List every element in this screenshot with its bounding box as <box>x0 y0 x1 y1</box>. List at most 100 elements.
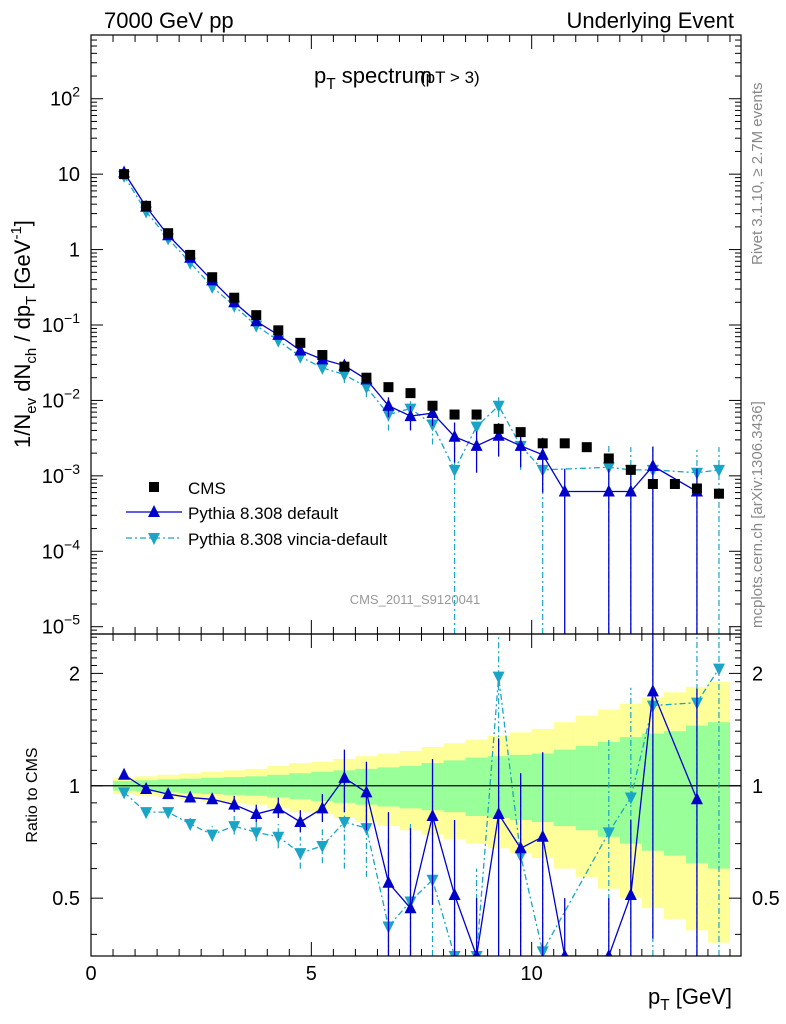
ratio-vincia-marker <box>228 821 241 834</box>
cms-marker <box>207 272 218 283</box>
ratio-y-tick-label: 1 <box>69 776 80 798</box>
y-axis-label: 1/Nev dNch / dpT [GeV-1] <box>8 220 40 448</box>
cms-marker <box>361 372 372 383</box>
pythia-marker <box>514 438 527 451</box>
ratio-pythia-marker <box>514 841 527 854</box>
vincia-marker <box>316 362 329 375</box>
ratio-pythia-marker <box>690 792 703 805</box>
ratio-vincia-marker <box>250 827 263 840</box>
legend-cms-marker <box>149 482 159 492</box>
cms-marker <box>317 350 328 361</box>
ratio-vincia-marker <box>316 840 329 853</box>
y-tick-label: 10−3 <box>42 461 80 488</box>
chart-title: pT spectrum <box>314 63 432 93</box>
watermark: CMS_2011_S9120041 <box>350 592 481 607</box>
pythia-marker <box>624 484 637 497</box>
legend-pythia-label: Pythia 8.308 default <box>188 504 339 523</box>
ratio-vincia-marker <box>492 671 505 684</box>
ratio-pythia-marker <box>228 797 241 810</box>
ratio-vincia-marker <box>602 827 615 840</box>
x-tick-label: 5 <box>306 963 317 985</box>
ratio-pythia-marker <box>338 770 351 783</box>
uncertainty-band-inner <box>399 765 422 809</box>
cms-marker <box>647 478 658 489</box>
pythia-marker <box>250 314 263 327</box>
uncertainty-band-inner <box>311 771 334 802</box>
vincia-marker <box>360 382 373 395</box>
cms-marker <box>515 427 526 438</box>
cms-marker <box>669 478 680 489</box>
cms-marker <box>383 382 394 393</box>
ratio-vincia-marker <box>184 819 197 832</box>
pythia-marker <box>294 343 307 356</box>
uncertainty-band-inner <box>597 741 620 837</box>
cms-marker <box>405 388 416 399</box>
uncertainty-band-inner <box>707 722 730 869</box>
legend-vincia-label: Pythia 8.308 vincia-default <box>188 530 388 549</box>
ratio-pythia-marker <box>605 949 613 956</box>
uncertainty-band-inner <box>465 757 488 816</box>
ratio-pythia-marker <box>561 949 569 956</box>
vincia-line <box>123 175 720 474</box>
y-tick-label: 10 <box>58 164 80 186</box>
legend-pythia-marker <box>148 505 160 517</box>
ratio-vincia-marker <box>338 816 351 829</box>
y-tick-label: 10−5 <box>42 612 80 639</box>
ratio-pythia-marker <box>624 887 637 900</box>
ratio-pythia-marker <box>206 792 219 805</box>
ratio-vincia-marker <box>140 807 153 820</box>
cms-marker <box>339 361 350 372</box>
ratio-pythia-marker <box>382 875 395 888</box>
ratio-vincia-marker <box>162 807 175 820</box>
main-panel: 10−5 10−4 10−3 10−2 10−1 1 10 102 pT spectrum(pT… <box>8 34 742 639</box>
header-right-label: Underlying Event <box>566 8 734 33</box>
pythia-marker <box>558 484 571 497</box>
cms-marker <box>185 249 196 260</box>
y-tick-label: 1 <box>69 240 80 262</box>
y-tick-label: 10−4 <box>42 536 80 563</box>
ratio-y-axis-label: Ratio to CMS <box>24 747 41 842</box>
y-tick-label: 10−2 <box>42 385 80 412</box>
cms-marker <box>493 423 504 434</box>
pythia-line <box>123 172 698 493</box>
vincia-marker <box>492 400 505 413</box>
ratio-y-tick-label-right: 1 <box>752 776 763 798</box>
uncertainty-band-inner <box>619 737 642 844</box>
vincia-marker <box>602 462 615 475</box>
ratio-y-tick-label: 2 <box>69 663 80 685</box>
ratio-frame <box>90 633 742 957</box>
ratio-pythia-marker <box>646 684 659 697</box>
x-tick-label: 10 <box>521 963 543 985</box>
cms-marker <box>427 400 438 411</box>
uncertainty-band-inner <box>575 745 598 831</box>
ratio-pythia-marker <box>250 807 263 820</box>
ratio-vincia-marker <box>272 831 285 844</box>
cms-marker <box>713 488 724 499</box>
ratio-pythia-marker <box>448 887 461 900</box>
vincia-marker <box>448 464 461 477</box>
uncertainty-band-inner <box>663 731 686 856</box>
legend-vincia-marker <box>148 533 160 545</box>
cms-marker <box>537 438 548 449</box>
y-tick-label: 102 <box>50 84 80 111</box>
vincia-marker <box>470 421 483 434</box>
ratio-vincia-marker <box>624 792 637 805</box>
ratio-pythia-marker <box>426 808 439 821</box>
cms-marker <box>691 483 702 494</box>
ratio-pythia-marker <box>162 787 175 800</box>
cms-marker <box>251 310 262 321</box>
ratio-vincia-marker <box>712 663 725 676</box>
ratio-pythia-marker <box>118 767 131 780</box>
uncertainty-band-inner <box>553 749 576 827</box>
cms-marker <box>141 200 152 211</box>
vincia-marker <box>712 464 725 477</box>
ratio-pythia-marker <box>492 807 505 820</box>
ratio-vincia-marker <box>118 787 131 800</box>
pythia-marker <box>470 438 483 451</box>
pythia-marker <box>492 428 505 441</box>
ratio-pythia-marker <box>184 790 197 803</box>
cms-marker <box>163 228 174 239</box>
ratio-y-tick-label-right: 2 <box>752 663 763 685</box>
ratio-panel: 0.5 0.5 1 1 2 2 0 5 10 Ratio to CMS pT [GeV] <box>24 633 780 1014</box>
pythia-marker <box>382 398 395 411</box>
